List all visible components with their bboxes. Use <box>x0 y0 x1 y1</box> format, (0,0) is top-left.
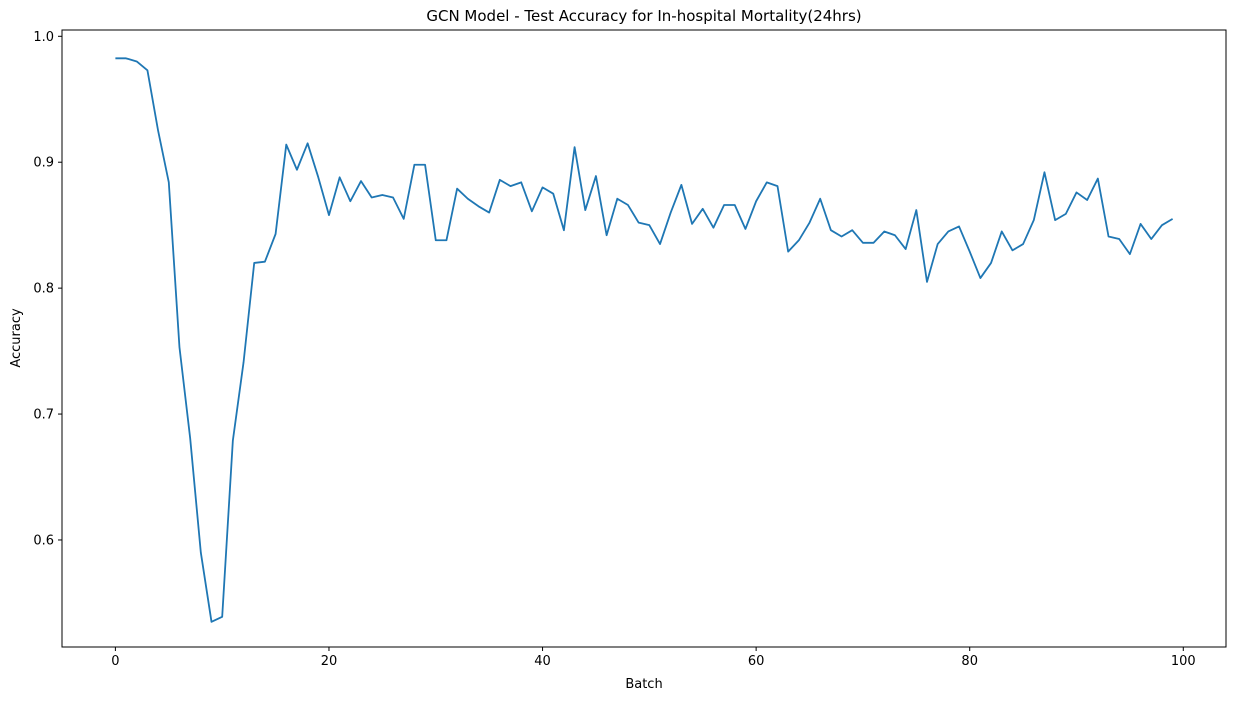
x-tick-label: 0 <box>111 654 119 669</box>
y-tick-label: 0.8 <box>33 282 54 297</box>
x-tick-label: 80 <box>961 654 978 669</box>
x-axis-label: Batch <box>625 677 662 692</box>
x-tick-label: 60 <box>748 654 765 669</box>
chart-title: GCN Model - Test Accuracy for In-hospita… <box>426 7 861 25</box>
y-tick-label: 0.9 <box>33 156 54 171</box>
y-tick-label: 0.6 <box>33 533 54 548</box>
y-axis-label: Accuracy <box>9 308 24 368</box>
x-tick-label: 40 <box>534 654 551 669</box>
y-tick-label: 1.0 <box>33 30 54 45</box>
plot-frame <box>61 29 1227 648</box>
x-tick-label: 20 <box>321 654 338 669</box>
tick-layer: 0 20 40 60 80 100 0.6 0.7 0.8 0.9 1.0 <box>33 30 1195 669</box>
line-layer <box>115 57 1174 623</box>
y-tick-label: 0.7 <box>33 408 54 423</box>
series-line-0 <box>115 57 1174 623</box>
x-tick-label: 100 <box>1171 654 1196 669</box>
plot-background <box>62 30 1226 647</box>
